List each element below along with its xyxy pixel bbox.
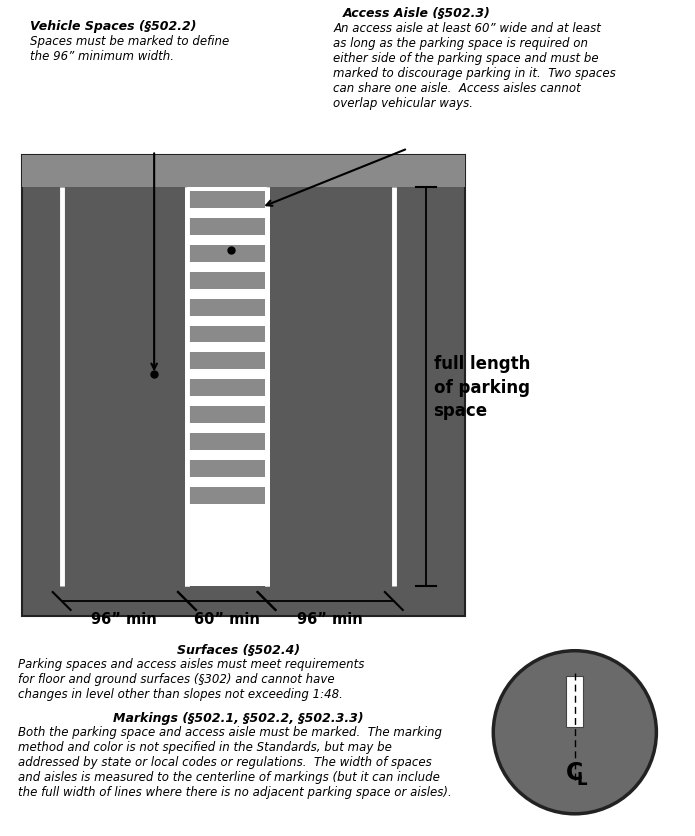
Text: 96” min: 96” min bbox=[92, 612, 157, 627]
Text: An access aisle at least 60” wide and at least
as long as the parking space is r: An access aisle at least 60” wide and at… bbox=[333, 23, 616, 110]
Bar bbox=[566, 675, 583, 727]
Text: C: C bbox=[566, 760, 584, 784]
Bar bbox=[189, 326, 265, 343]
Bar bbox=[189, 460, 265, 477]
Text: 60” min: 60” min bbox=[194, 612, 260, 627]
Text: Markings (§502.1, §502.2, §502.3.3): Markings (§502.1, §502.2, §502.3.3) bbox=[113, 711, 364, 725]
Bar bbox=[187, 188, 266, 586]
Bar bbox=[22, 156, 466, 188]
Bar bbox=[189, 246, 265, 263]
Text: Surfaces (§502.4): Surfaces (§502.4) bbox=[177, 643, 300, 656]
Bar bbox=[22, 156, 466, 616]
Text: L: L bbox=[576, 770, 587, 788]
Text: Both the parking space and access aisle must be marked.  The marking
method and : Both the parking space and access aisle … bbox=[18, 726, 452, 798]
Bar bbox=[189, 192, 265, 209]
Bar bbox=[189, 299, 265, 316]
Bar bbox=[189, 380, 265, 396]
Bar bbox=[189, 406, 265, 424]
Text: Access Aisle (§502.3): Access Aisle (§502.3) bbox=[343, 8, 491, 20]
Bar bbox=[189, 273, 265, 289]
Bar bbox=[189, 433, 265, 451]
Bar bbox=[189, 487, 265, 504]
Text: full length
of parking
space: full length of parking space bbox=[434, 354, 530, 420]
Bar bbox=[189, 353, 265, 370]
Text: Parking spaces and access aisles must meet requirements
for floor and ground sur: Parking spaces and access aisles must me… bbox=[18, 657, 364, 700]
Text: Spaces must be marked to define
the 96” minimum width.: Spaces must be marked to define the 96” … bbox=[30, 35, 229, 63]
Text: 96” min: 96” min bbox=[297, 612, 363, 627]
Circle shape bbox=[493, 651, 656, 813]
Bar bbox=[189, 219, 265, 236]
Text: Vehicle Spaces (§502.2): Vehicle Spaces (§502.2) bbox=[30, 20, 196, 33]
